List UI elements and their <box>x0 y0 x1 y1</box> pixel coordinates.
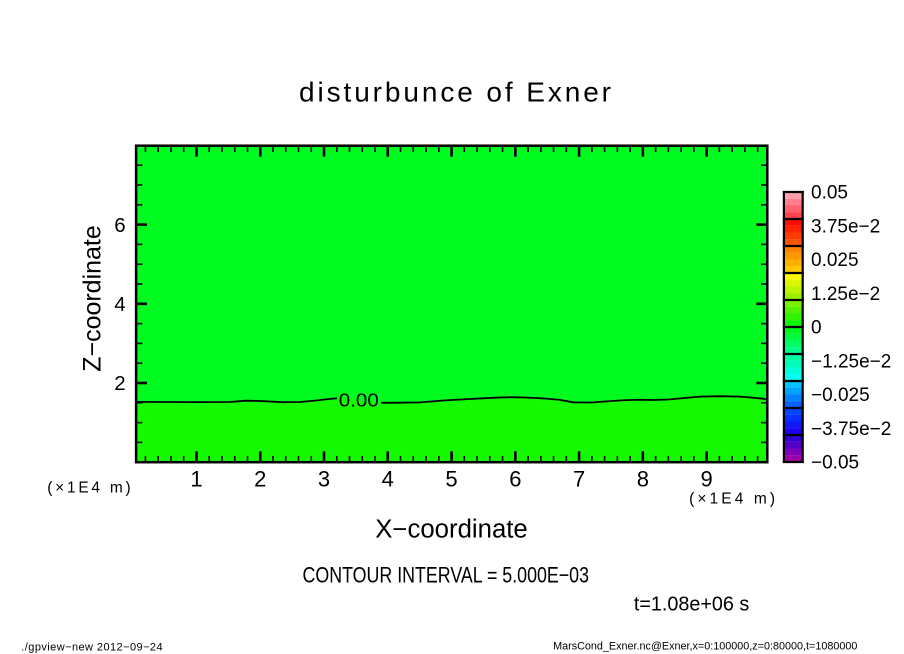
svg-text:−0.025: −0.025 <box>811 385 870 406</box>
svg-text:6: 6 <box>114 214 125 237</box>
svg-text:−3.75e−2: −3.75e−2 <box>811 419 891 440</box>
svg-text:−1.25e−2: −1.25e−2 <box>811 351 891 372</box>
svg-text:6: 6 <box>509 466 521 491</box>
svg-text:Z−coordinate: Z−coordinate <box>79 225 107 372</box>
svg-text:−0.05: −0.05 <box>811 453 859 474</box>
svg-text:4: 4 <box>382 466 394 491</box>
svg-text:0.00: 0.00 <box>339 390 379 411</box>
svg-text:0.05: 0.05 <box>811 183 848 204</box>
svg-text:2: 2 <box>254 466 266 491</box>
svg-text:t=1.08e+06 s: t=1.08e+06 s <box>634 594 749 616</box>
svg-text:4: 4 <box>114 293 125 316</box>
svg-text:5: 5 <box>445 466 457 491</box>
svg-text:X−coordinate: X−coordinate <box>375 516 528 544</box>
svg-text:CONTOUR INTERVAL = 5.000E−03: CONTOUR INTERVAL = 5.000E−03 <box>303 563 590 588</box>
svg-text:1.25e−2: 1.25e−2 <box>811 284 880 305</box>
svg-text:8: 8 <box>637 466 649 491</box>
svg-text:1: 1 <box>190 466 202 491</box>
svg-text:./gpview−new 2012−09−24: ./gpview−new 2012−09−24 <box>21 641 162 653</box>
svg-text:0.025: 0.025 <box>811 250 859 271</box>
svg-text:7: 7 <box>573 466 585 491</box>
svg-text:3.75e−2: 3.75e−2 <box>811 216 880 237</box>
svg-text:0: 0 <box>811 318 822 339</box>
svg-text:2: 2 <box>114 372 125 395</box>
svg-text:MarsCond_Exner.nc@Exner,x=0:10: MarsCond_Exner.nc@Exner,x=0:100000,z=0:8… <box>553 641 857 653</box>
svg-text:3: 3 <box>318 466 330 491</box>
svg-text:9: 9 <box>701 466 713 491</box>
